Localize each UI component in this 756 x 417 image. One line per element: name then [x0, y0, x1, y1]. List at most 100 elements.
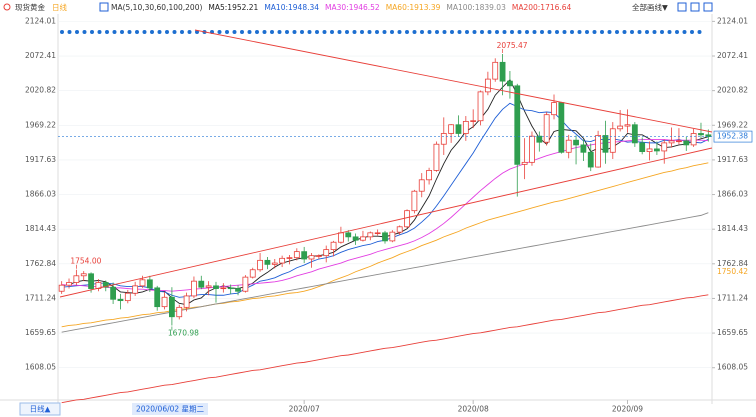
ma-icon — [99, 2, 109, 12]
x-tick-label: 2020/09 — [612, 405, 643, 414]
candle-body — [220, 287, 227, 290]
candle-body — [631, 124, 638, 144]
event-dot — [412, 30, 417, 34]
period-button-box[interactable] — [19, 402, 61, 416]
event-dot — [600, 30, 604, 34]
candle-body — [73, 275, 80, 283]
event-dot — [472, 30, 477, 34]
y-tick-label: 1814.43 — [717, 224, 748, 233]
period-tab[interactable]: 日线 — [52, 2, 67, 12]
event-dot — [90, 30, 94, 34]
candle-body — [624, 124, 631, 127]
price-label: 1952.38 — [717, 132, 748, 141]
ma-settings[interactable]: MA(5,10,30,60,100,200) — [111, 3, 202, 12]
event-dot — [397, 30, 402, 34]
event-dot — [315, 30, 319, 34]
period-button[interactable]: 日线▲ — [30, 404, 51, 414]
event-dot — [367, 30, 372, 34]
candle-body — [352, 236, 359, 241]
candle-body — [617, 125, 624, 130]
candle-body — [653, 148, 660, 152]
candle-body — [80, 273, 87, 277]
legend-entry: MA5:1952.21 — [208, 3, 258, 12]
candle-body — [705, 134, 712, 137]
event-dot — [510, 30, 514, 34]
candle-body — [514, 85, 521, 165]
candle-body — [360, 236, 366, 241]
candle-body — [646, 148, 653, 153]
candle-body — [374, 232, 381, 235]
y-tick-label: 2072.41 — [717, 51, 748, 60]
candle-body — [345, 232, 352, 238]
tool-icon[interactable] — [690, 2, 700, 12]
event-dot — [157, 30, 162, 34]
y-tick-label: 1608.05 — [717, 363, 748, 372]
candle-body — [58, 284, 65, 292]
y-tick-label: 1866.03 — [25, 190, 56, 199]
y-tick-label: 1969.22 — [717, 120, 748, 129]
event-dot — [300, 30, 304, 34]
candle-body — [205, 285, 212, 288]
event-dot — [457, 30, 462, 34]
candle-body — [102, 282, 109, 288]
event-dot — [225, 30, 229, 34]
event-dot — [277, 30, 282, 34]
event-dot — [142, 30, 147, 34]
candle-body — [132, 285, 139, 294]
event-dot — [97, 30, 102, 34]
event-dot — [255, 30, 259, 34]
candle-body — [242, 276, 249, 292]
candle-body — [418, 179, 425, 192]
event-dot — [592, 30, 597, 34]
candle-body — [323, 249, 330, 257]
candle-body — [286, 257, 293, 259]
event-dot — [667, 30, 672, 34]
y-tick-label: 2020.82 — [25, 86, 56, 95]
candle-body — [271, 262, 278, 265]
y-tick-label: 1659.65 — [25, 328, 56, 337]
candle-body — [161, 296, 168, 308]
event-dot — [570, 30, 574, 34]
candle-body — [279, 257, 286, 264]
event-dot — [352, 30, 357, 34]
y-tick-label: 1866.03 — [717, 190, 748, 199]
event-dot — [420, 30, 424, 34]
event-dot — [150, 30, 154, 34]
candle-body — [249, 269, 256, 278]
candle-body — [88, 273, 94, 289]
candle-body — [690, 133, 697, 146]
event-dot — [622, 30, 627, 34]
candle-body — [492, 61, 499, 80]
y-tick-label: 2072.41 — [25, 51, 56, 60]
draw-menu[interactable]: 全部画线▼ — [632, 2, 668, 12]
candle-body — [382, 232, 388, 242]
tool-icon[interactable] — [677, 2, 687, 12]
event-dot — [337, 30, 342, 34]
event-dot — [495, 30, 499, 34]
event-dot — [247, 30, 252, 34]
low-label: 1670.98 — [168, 328, 199, 337]
candle-body — [580, 144, 587, 153]
candle-body — [117, 298, 124, 302]
header: 现货黄金 日线 MA(5,10,30,60,100,200) 全部画线▼ MA5… — [3, 2, 713, 12]
candle-body — [683, 140, 690, 146]
candle-body — [176, 306, 183, 318]
event-dot — [345, 30, 349, 34]
y-tick-label: 1762.84 — [25, 259, 56, 268]
event-dot — [442, 30, 447, 34]
candle-body — [396, 226, 403, 233]
legend-entry: MA200:1716.64 — [512, 3, 572, 12]
candle-body — [227, 287, 234, 290]
event-dot — [690, 30, 694, 34]
candle-body — [257, 259, 263, 271]
candle-body — [536, 135, 543, 143]
tool-icon[interactable] — [703, 2, 713, 12]
y-tick-label: 2124.01 — [25, 16, 56, 25]
candle-body — [433, 143, 440, 171]
event-dot — [585, 30, 589, 34]
event-dot — [450, 30, 454, 34]
candle-body — [440, 133, 447, 145]
candle-body — [668, 140, 675, 144]
